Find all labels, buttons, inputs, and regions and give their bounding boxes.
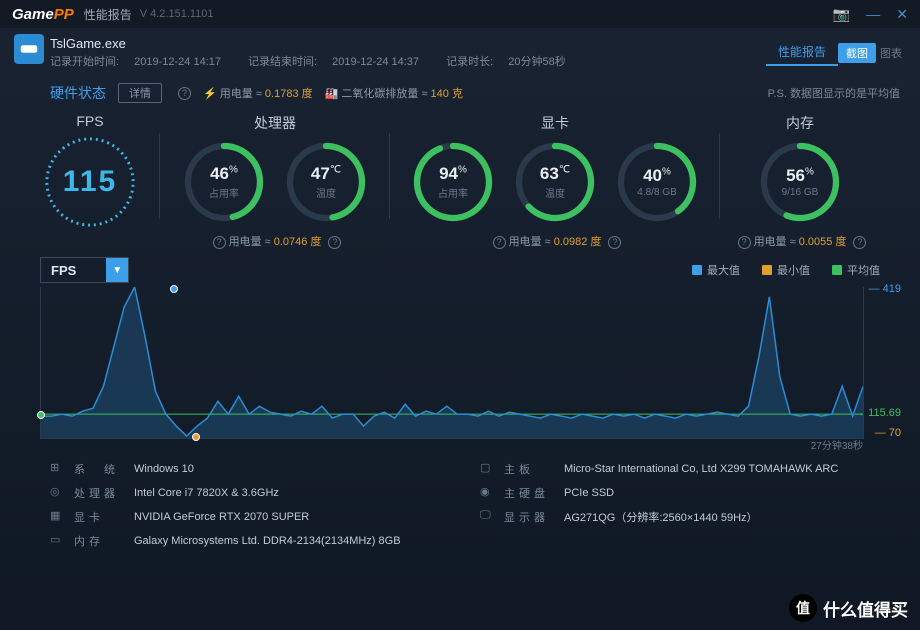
system-info: ⊞系 统Windows 10 ▢主板Micro-Star Internation…	[0, 439, 920, 553]
legend-max: 最大值	[692, 262, 740, 278]
chart-area: — 419 → 115.69 — 70 27分钟38秒	[40, 287, 864, 439]
max-marker	[170, 285, 178, 293]
power-total: ⚡ 用电量 ≈ 0.1783 度	[203, 85, 313, 101]
detail-button[interactable]: 详情	[118, 83, 162, 103]
legend-min: 最小值	[762, 262, 810, 278]
app-logo: GamePP	[12, 6, 74, 23]
sys-row: ⊞系 统Windows 10 ▢主板Micro-Star Internation…	[50, 457, 870, 481]
hw-note: P.S. 数据图显示的是平均值	[768, 85, 900, 101]
gauge: 40%4.8/8 GB	[612, 137, 702, 227]
legend-avg: 平均值	[832, 262, 880, 278]
cpu-title: 处理器	[170, 113, 380, 133]
tab-chart[interactable]: 图表	[876, 43, 906, 63]
game-exe: TslGame.exe	[50, 36, 590, 51]
gauge: 46%占用率	[179, 137, 269, 227]
co2-total: 🏭 二氧化碳排放量 ≈ 140 克	[325, 85, 463, 101]
sys-row: ◎处理器Intel Core i7 7820X & 3.6GHz ◉主硬盘PCI…	[50, 481, 870, 505]
section-gpu: 显卡 94%占用率 63℃温度 40%4.8/8 GB ? 用电量 ≈ 0.09…	[390, 113, 720, 249]
fps-gauge: 115	[41, 133, 139, 231]
cpu-power: ? 用电量 ≈ 0.0746 度 ?	[170, 233, 380, 249]
tabs: 性能报告 截图图表	[766, 39, 906, 66]
min-marker	[192, 433, 200, 441]
gauges-row: FPS 115 处理器 46%占用率 47℃温度 ? 用电量 ≈ 0.0746 …	[0, 107, 920, 251]
recording-meta: 记录开始时间: 2019-12-24 14:17 记录结束时间: 2019-12…	[50, 53, 590, 69]
tab-screenshot[interactable]: 截图	[838, 43, 876, 63]
cpu-icon: ◎	[50, 485, 66, 501]
camera-icon[interactable]: 📷	[833, 6, 850, 23]
y-max-label: — 419	[869, 283, 901, 295]
close-button[interactable]: ✕	[896, 6, 908, 23]
sys-row: ▦显卡NVIDIA GeForce RTX 2070 SUPER 🖵显示器AG2…	[50, 505, 870, 529]
titlebar: GamePP 性能报告 V 4.2.151.1101 📷 — ✕	[0, 0, 920, 28]
y-min-label: — 70	[875, 427, 901, 439]
hw-title: 硬件状态	[50, 83, 106, 103]
gauge: 63℃温度	[510, 137, 600, 227]
legend: 最大值 最小值 平均值	[692, 262, 880, 278]
y-avg-label: → 115.69	[854, 407, 901, 419]
metric-dropdown[interactable]: FPS ▼	[40, 257, 129, 283]
chart-header: FPS ▼ 最大值 最小值 平均值	[0, 251, 920, 287]
gpu-title: 显卡	[400, 113, 710, 133]
x-label: 27分钟38秒	[811, 437, 863, 452]
fps-value: 115	[63, 165, 117, 199]
version-text: V 4.2.151.1101	[140, 8, 214, 20]
gauge: 94%占用率	[408, 137, 498, 227]
mon-icon: 🖵	[480, 509, 496, 525]
section-mem: 内存 56%9/16 GB ? 用电量 ≈ 0.0055 度 ?	[720, 113, 880, 249]
mem-title: 内存	[730, 113, 870, 133]
section-cpu: 处理器 46%占用率 47℃温度 ? 用电量 ≈ 0.0746 度 ?	[160, 113, 390, 249]
info-icon[interactable]: ?	[178, 87, 191, 100]
chevron-down-icon[interactable]: ▼	[106, 258, 128, 282]
minimize-button[interactable]: —	[866, 6, 880, 22]
sys-row: ▭内存Galaxy Microsystems Ltd. DDR4-2134(21…	[50, 529, 870, 553]
fps-title: FPS	[30, 113, 150, 129]
game-icon	[14, 34, 44, 64]
os-icon: ⊞	[50, 461, 66, 477]
disk-icon: ◉	[480, 485, 496, 501]
hardware-status-row: 硬件状态 详情 ? ⚡ 用电量 ≈ 0.1783 度 🏭 二氧化碳排放量 ≈ 1…	[0, 77, 920, 107]
gpu-power: ? 用电量 ≈ 0.0982 度 ?	[400, 233, 710, 249]
mb-icon: ▢	[480, 461, 496, 477]
gauge: 56%9/16 GB	[755, 137, 845, 227]
title-text: 性能报告	[84, 6, 132, 23]
tab-report[interactable]: 性能报告	[766, 39, 838, 66]
subheader: TslGame.exe 记录开始时间: 2019-12-24 14:17 记录结…	[0, 28, 920, 77]
mem-power: ? 用电量 ≈ 0.0055 度 ?	[730, 233, 870, 249]
mem-icon: ▭	[50, 533, 66, 549]
avg-marker	[37, 411, 45, 419]
gauge: 47℃温度	[281, 137, 371, 227]
section-fps: FPS 115	[20, 113, 160, 249]
watermark: 值 什么值得买	[789, 594, 908, 622]
gpu-icon: ▦	[50, 509, 66, 525]
